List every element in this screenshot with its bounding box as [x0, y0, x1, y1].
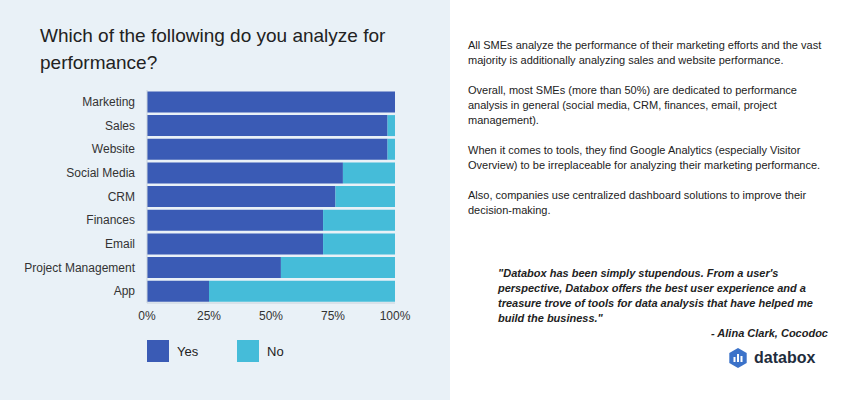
svg-text:CRM: CRM — [108, 190, 135, 204]
svg-text:Website: Website — [92, 142, 135, 156]
html-text:databox: databox — [754, 349, 816, 366]
svg-text:50%: 50% — [259, 309, 283, 323]
svg-text:25%: 25% — [197, 309, 221, 323]
svg-text:Finances: Finances — [86, 213, 135, 227]
html-text:Yes: Yes — [177, 343, 199, 359]
svg-text:Project Management: Project Management — [24, 261, 135, 275]
html-text:Overall, most SMEs (more than: Overall, most SMEs (more than 50%) are d… — [468, 84, 797, 126]
svg-text:0%: 0% — [138, 309, 156, 323]
svg-text:75%: 75% — [321, 309, 345, 323]
svg-text:Marketing: Marketing — [82, 95, 135, 109]
svg-text:100%: 100% — [380, 309, 411, 323]
svg-text:App: App — [114, 284, 136, 298]
html-text:No: No — [267, 343, 284, 359]
html-text:Also, companies use centralize: Also, companies use centralized dashboar… — [468, 189, 807, 216]
html-text:When it comes to tools, they f: When it comes to tools, they find Google… — [468, 144, 821, 171]
html-text:"Databox has been simply stupe: "Databox has been simply stupendous. Fro… — [498, 267, 813, 324]
html-text:All SMEs analyze the performan: All SMEs analyze the performance of thei… — [468, 39, 822, 66]
html-text:Which of the following do you: Which of the following do you analyze fo… — [40, 25, 386, 73]
svg-text:Social Media: Social Media — [66, 166, 135, 180]
svg-text:Sales: Sales — [105, 119, 135, 133]
svg-text:Email: Email — [105, 237, 135, 251]
html-text:- Alina Clark, Cocodoc: - Alina Clark, Cocodoc — [711, 327, 828, 339]
